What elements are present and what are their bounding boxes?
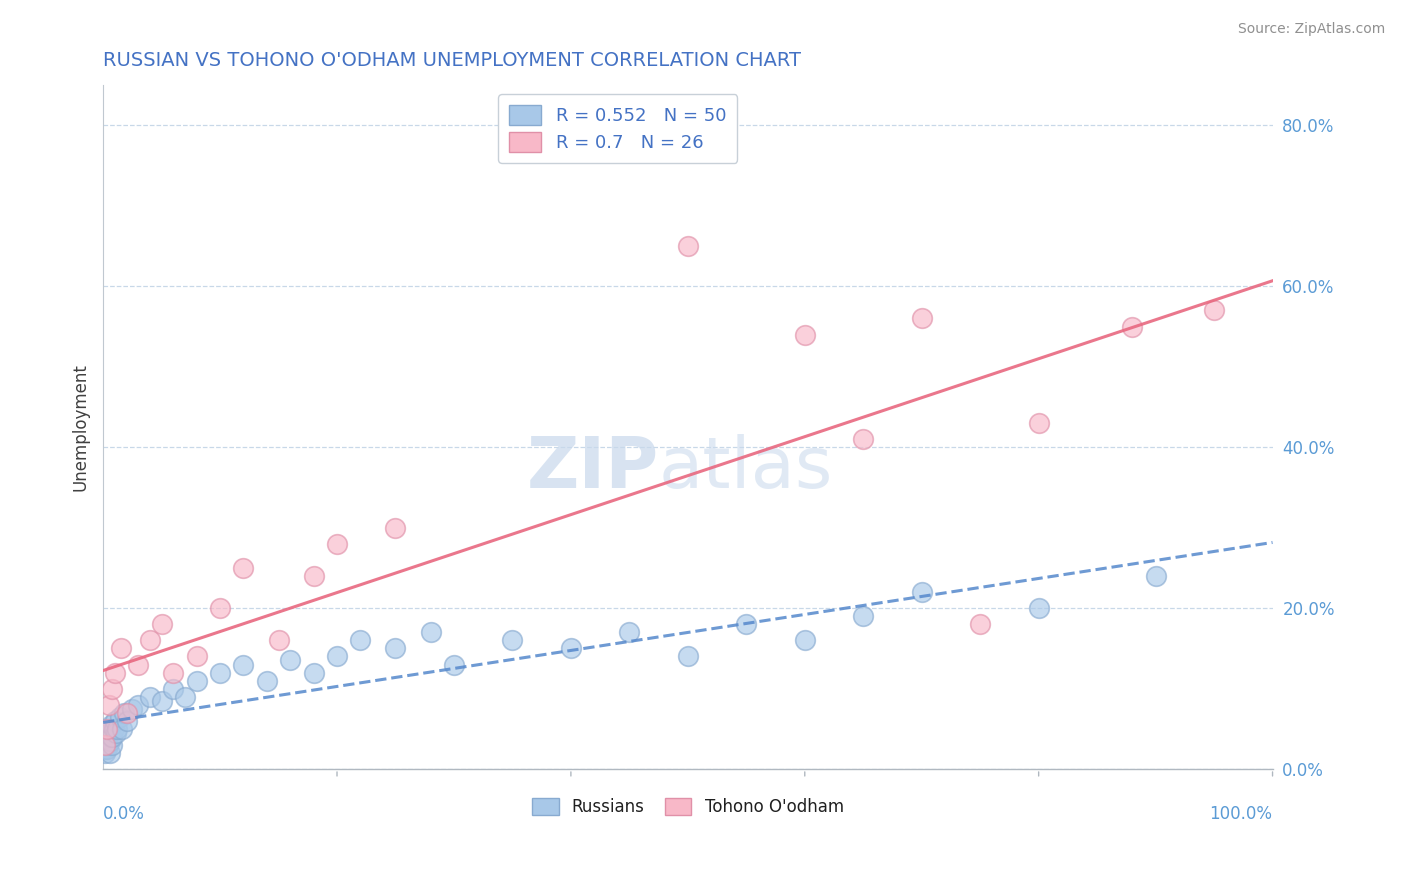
Point xyxy=(302,569,325,583)
Legend: Russians, Tohono O'odham: Russians, Tohono O'odham xyxy=(526,791,851,822)
Point xyxy=(209,665,232,680)
Point xyxy=(1028,416,1050,430)
Point xyxy=(103,722,125,736)
Point xyxy=(735,617,758,632)
Point xyxy=(98,746,121,760)
Point xyxy=(162,665,184,680)
Point xyxy=(121,702,143,716)
Text: Source: ZipAtlas.com: Source: ZipAtlas.com xyxy=(1237,22,1385,37)
Point xyxy=(110,641,132,656)
Point xyxy=(326,537,349,551)
Point xyxy=(384,521,406,535)
Point xyxy=(139,633,162,648)
Point xyxy=(139,690,162,704)
Point xyxy=(108,710,131,724)
Point xyxy=(100,718,122,732)
Y-axis label: Unemployment: Unemployment xyxy=(72,363,89,491)
Point xyxy=(1121,319,1143,334)
Point xyxy=(676,239,699,253)
Point xyxy=(676,649,699,664)
Point xyxy=(94,738,117,752)
Point xyxy=(112,706,135,720)
Point xyxy=(256,673,278,688)
Point xyxy=(969,617,991,632)
Point xyxy=(793,633,815,648)
Point xyxy=(98,726,121,740)
Point xyxy=(94,730,117,744)
Point xyxy=(101,738,124,752)
Point xyxy=(232,657,254,672)
Point xyxy=(98,698,121,712)
Point xyxy=(349,633,371,648)
Point xyxy=(619,625,641,640)
Point xyxy=(232,561,254,575)
Text: 100.0%: 100.0% xyxy=(1209,805,1272,823)
Point xyxy=(127,698,149,712)
Point xyxy=(100,730,122,744)
Text: atlas: atlas xyxy=(658,434,832,503)
Point xyxy=(97,738,120,752)
Point xyxy=(93,742,115,756)
Point xyxy=(443,657,465,672)
Point xyxy=(911,311,934,326)
Point xyxy=(852,432,875,446)
Point xyxy=(793,327,815,342)
Point xyxy=(96,722,118,736)
Point xyxy=(105,722,128,736)
Point xyxy=(852,609,875,624)
Point xyxy=(101,681,124,696)
Point xyxy=(150,617,173,632)
Point xyxy=(104,726,127,740)
Text: RUSSIAN VS TOHONO O'ODHAM UNEMPLOYMENT CORRELATION CHART: RUSSIAN VS TOHONO O'ODHAM UNEMPLOYMENT C… xyxy=(103,51,801,70)
Point xyxy=(98,734,121,748)
Point xyxy=(150,694,173,708)
Point xyxy=(96,734,118,748)
Text: 0.0%: 0.0% xyxy=(103,805,145,823)
Point xyxy=(111,722,134,736)
Point xyxy=(115,714,138,728)
Point xyxy=(104,665,127,680)
Point xyxy=(560,641,582,656)
Point xyxy=(127,657,149,672)
Point xyxy=(1028,601,1050,615)
Point xyxy=(1202,303,1225,318)
Point xyxy=(115,706,138,720)
Point xyxy=(96,742,118,756)
Point xyxy=(326,649,349,664)
Point xyxy=(911,585,934,599)
Point xyxy=(94,738,117,752)
Text: ZIP: ZIP xyxy=(526,434,658,503)
Point xyxy=(267,633,290,648)
Point xyxy=(501,633,523,648)
Point xyxy=(162,681,184,696)
Point xyxy=(384,641,406,656)
Point xyxy=(94,746,117,760)
Point xyxy=(104,714,127,728)
Point xyxy=(302,665,325,680)
Point xyxy=(278,653,301,667)
Point xyxy=(186,673,208,688)
Point xyxy=(186,649,208,664)
Point xyxy=(101,730,124,744)
Point xyxy=(419,625,441,640)
Point xyxy=(1144,569,1167,583)
Point xyxy=(97,722,120,736)
Point xyxy=(174,690,197,704)
Point xyxy=(209,601,232,615)
